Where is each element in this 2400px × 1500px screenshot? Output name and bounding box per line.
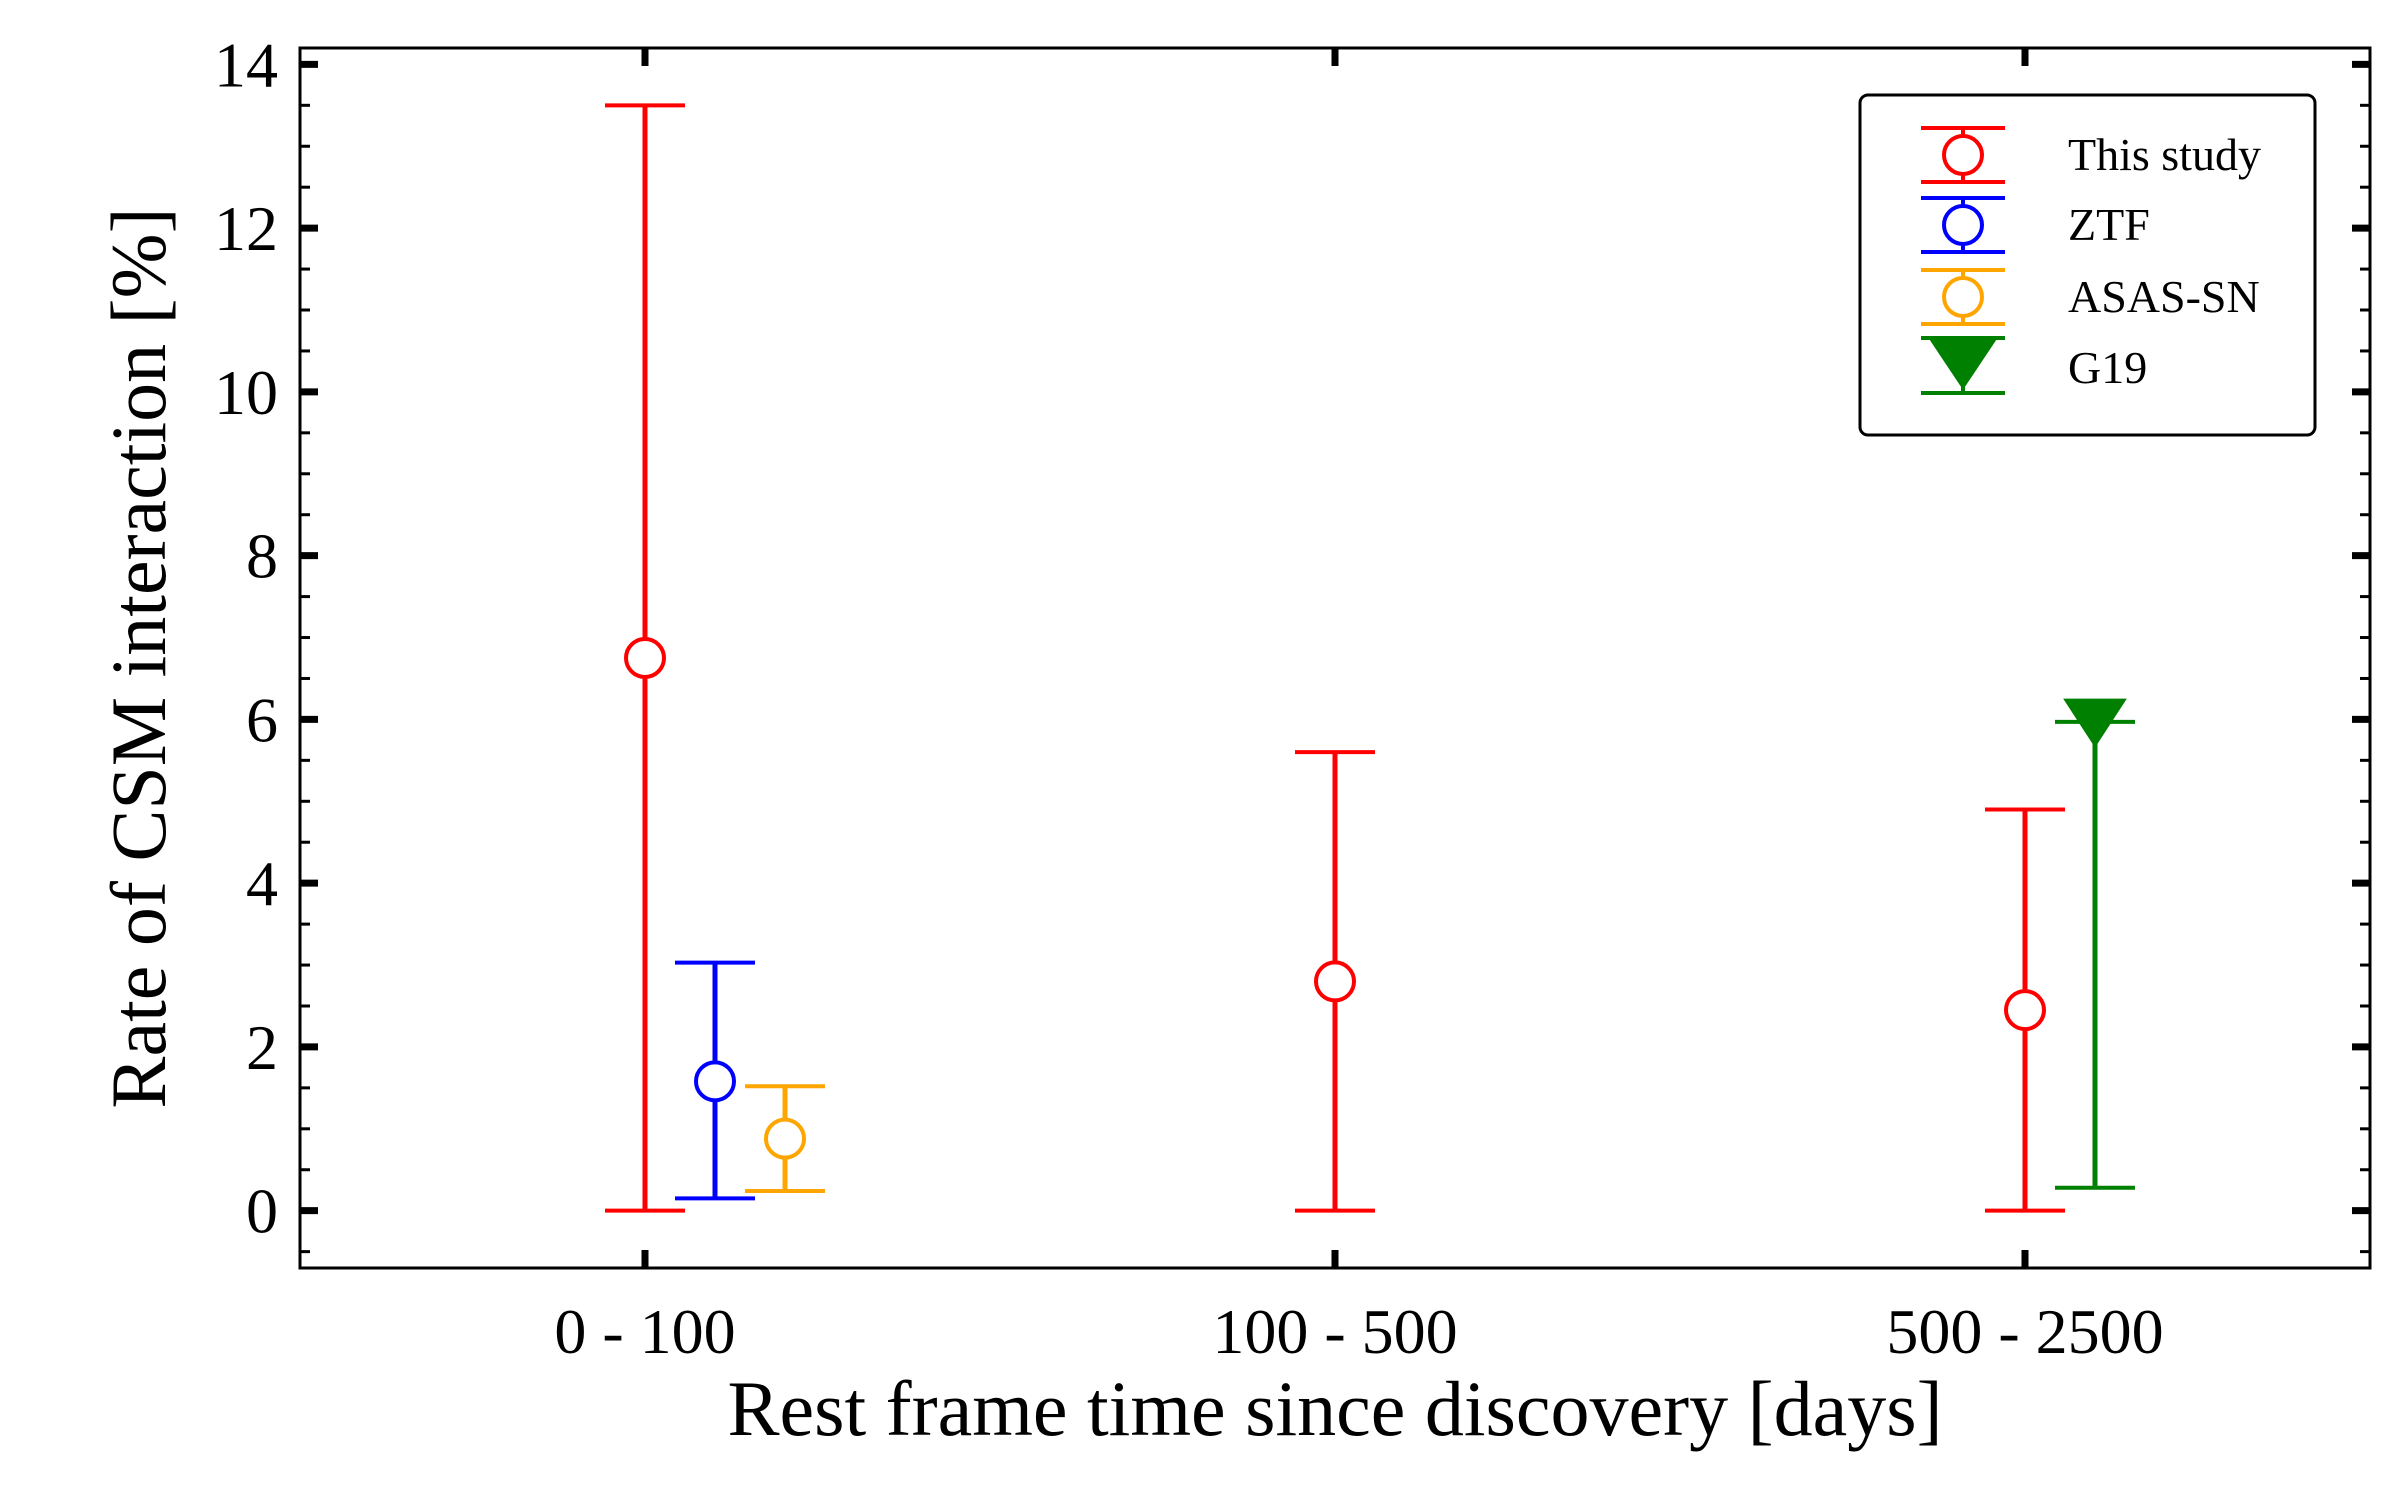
data-point xyxy=(2055,698,2135,1190)
y-tick-label: 8 xyxy=(246,521,278,592)
data-point xyxy=(1985,807,2065,1213)
point-marker-circle xyxy=(694,1060,736,1103)
x-tick-label: 500 - 2500 xyxy=(1886,1296,2163,1367)
legend-marker-circle xyxy=(1942,276,1984,318)
legend-entry: This study xyxy=(1921,126,2261,184)
legend-label: This study xyxy=(2068,129,2261,180)
x-tick-label: 100 - 500 xyxy=(1212,1296,1457,1367)
point-marker-circle xyxy=(624,637,666,679)
legend-marker-triangle xyxy=(1929,339,1997,390)
point-marker-circle xyxy=(1314,960,1356,1003)
y-tick-label: 10 xyxy=(214,357,278,428)
data-point xyxy=(605,103,685,1213)
point-marker-circle xyxy=(764,1117,806,1160)
data-point xyxy=(1295,750,1375,1213)
legend-entry: ZTF xyxy=(1921,196,2150,254)
y-axis-title: Rate of CSM interaction [%] xyxy=(95,207,182,1108)
y-tick-label: 2 xyxy=(246,1012,278,1083)
legend: This study ZTF ASAS-SN G19 xyxy=(1858,93,2317,437)
legend-entry: G19 xyxy=(1921,336,2147,395)
y-tick-label: 14 xyxy=(214,29,278,100)
legend-label: G19 xyxy=(2068,342,2147,393)
x-axis-title: Rest frame time since discovery [days] xyxy=(727,1365,1942,1452)
data-marks xyxy=(605,103,2135,1213)
legend-marker-circle xyxy=(1942,134,1984,176)
x-tick-label: 0 - 100 xyxy=(554,1296,735,1367)
y-tick-label: 4 xyxy=(246,848,278,919)
data-point xyxy=(745,1084,825,1194)
axis-ticks: 0 2 4 6 8 10 12 14 0 - 100 100 - 500 500 - 2500 xyxy=(214,29,2370,1367)
y-tick-label: 6 xyxy=(246,684,278,755)
legend-marker-circle xyxy=(1942,204,1984,246)
point-marker-triangle xyxy=(2063,698,2127,748)
y-tick-label: 0 xyxy=(246,1176,278,1247)
legend-label: ASAS-SN xyxy=(2068,271,2260,322)
data-point xyxy=(675,960,755,1201)
legend-entry: ASAS-SN xyxy=(1921,268,2260,326)
y-tick-label: 12 xyxy=(214,193,278,264)
point-marker-circle xyxy=(2004,989,2046,1032)
legend-label: ZTF xyxy=(2068,199,2150,250)
